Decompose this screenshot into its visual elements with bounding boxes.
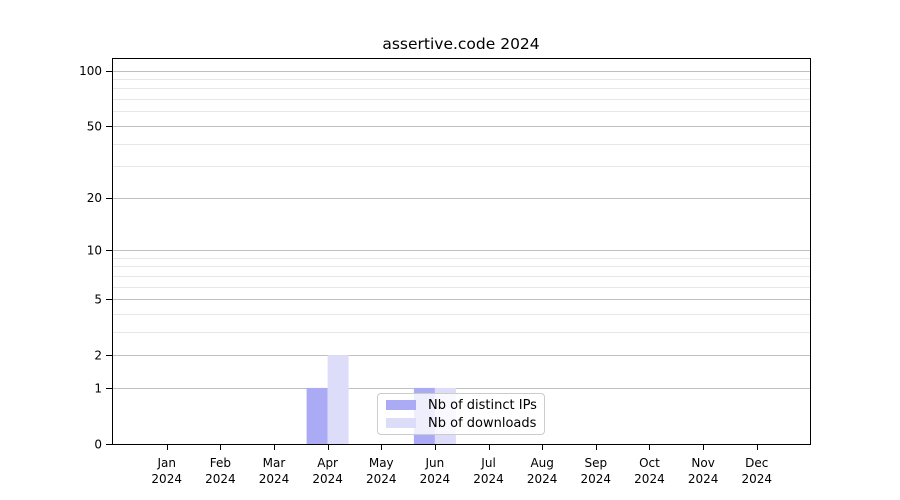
y-tick-label: 10 xyxy=(87,243,102,257)
x-tick-label-month: Dec xyxy=(745,456,768,470)
x-tick-label-month: Feb xyxy=(210,456,231,470)
x-tick-label-month: Jun xyxy=(425,456,445,470)
x-tick-label-year: 2024 xyxy=(205,472,236,486)
bar xyxy=(306,387,328,444)
y-tick-label: 5 xyxy=(94,293,102,307)
x-tick-label-month: Sep xyxy=(585,456,608,470)
bar xyxy=(327,355,349,444)
x-tick-label-month: Jul xyxy=(480,456,495,470)
legend-swatch-downloads xyxy=(386,418,416,428)
x-tick-label-year: 2024 xyxy=(473,472,504,486)
legend: Nb of distinct IPs Nb of downloads xyxy=(377,393,545,435)
y-tick-label: 2 xyxy=(94,349,102,363)
x-tick-label-year: 2024 xyxy=(420,472,451,486)
x-tick-label-year: 2024 xyxy=(581,472,612,486)
x-tick-label-year: 2024 xyxy=(527,472,558,486)
legend-label-downloads: Nb of downloads xyxy=(428,415,537,431)
x-tick-label-month: Mar xyxy=(263,456,286,470)
x-tick-label-year: 2024 xyxy=(151,472,182,486)
y-tick-label: 0 xyxy=(94,438,102,452)
x-tick-label-year: 2024 xyxy=(688,472,719,486)
x-tick-label-month: Oct xyxy=(639,456,660,470)
x-tick-label-month: Apr xyxy=(317,456,338,470)
x-tick-label-month: Aug xyxy=(530,456,553,470)
legend-item-distinct-ips: Nb of distinct IPs xyxy=(386,397,537,413)
x-tick-label-year: 2024 xyxy=(259,472,290,486)
x-tick-label-month: Nov xyxy=(691,456,714,470)
legend-item-downloads: Nb of downloads xyxy=(386,415,536,431)
y-tick-label: 1 xyxy=(94,381,102,395)
plot-border xyxy=(112,58,811,445)
chart-title: assertive.code 2024 xyxy=(382,35,540,53)
x-tick-label-year: 2024 xyxy=(312,472,343,486)
x-tick-label-year: 2024 xyxy=(634,472,665,486)
y-tick-label: 20 xyxy=(87,191,102,205)
x-tick-label-month: Jan xyxy=(156,456,176,470)
y-tick-label: 100 xyxy=(79,64,102,78)
y-tick-label: 50 xyxy=(87,119,102,133)
x-tick-label-year: 2024 xyxy=(366,472,397,486)
legend-label-distinct-ips: Nb of distinct IPs xyxy=(428,397,537,413)
x-tick-label-year: 2024 xyxy=(741,472,772,486)
legend-swatch-distinct-ips xyxy=(386,400,416,410)
x-tick-label-month: May xyxy=(369,456,394,470)
